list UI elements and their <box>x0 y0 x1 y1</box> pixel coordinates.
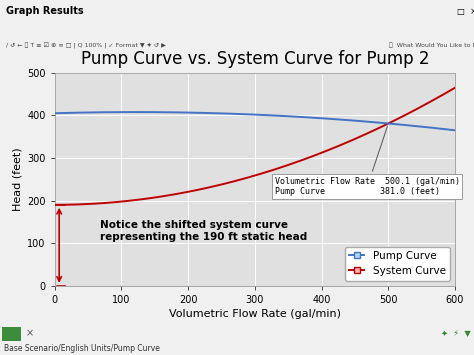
Text: / ↺ ← ⑪ T ≡ ☑ ⊕ ∞ □ | Q 100% | ✓ Format ▼ ✦ ↺ ▶: / ↺ ← ⑪ T ≡ ☑ ⊕ ∞ □ | Q 100% | ✓ Format … <box>6 43 165 49</box>
Text: □  ×: □ × <box>457 7 474 16</box>
Text: Graph Results: Graph Results <box>6 6 83 16</box>
Text: 🔔  What Would You Like to Do?: 🔔 What Would You Like to Do? <box>389 43 474 48</box>
X-axis label: Volumetric Flow Rate (gal/min): Volumetric Flow Rate (gal/min) <box>169 309 341 319</box>
Text: Notice the shifted system curve
representing the 190 ft static head: Notice the shifted system curve represen… <box>100 220 307 242</box>
Y-axis label: Head (feet): Head (feet) <box>13 147 23 211</box>
Text: Base Scenario/English Units/Pump Curve: Base Scenario/English Units/Pump Curve <box>4 344 160 353</box>
Bar <box>2 327 21 341</box>
Text: Volumetric Flow Rate  500.1 (gal/min)
Pump Curve           381.0 (feet): Volumetric Flow Rate 500.1 (gal/min) Pum… <box>275 126 460 196</box>
Legend: Pump Curve, System Curve: Pump Curve, System Curve <box>345 247 450 280</box>
Title: Pump Curve vs. System Curve for Pump 2: Pump Curve vs. System Curve for Pump 2 <box>81 50 429 69</box>
Text: ×: × <box>26 329 34 339</box>
Text: ✦  ⚡  ▼: ✦ ⚡ ▼ <box>441 329 471 338</box>
